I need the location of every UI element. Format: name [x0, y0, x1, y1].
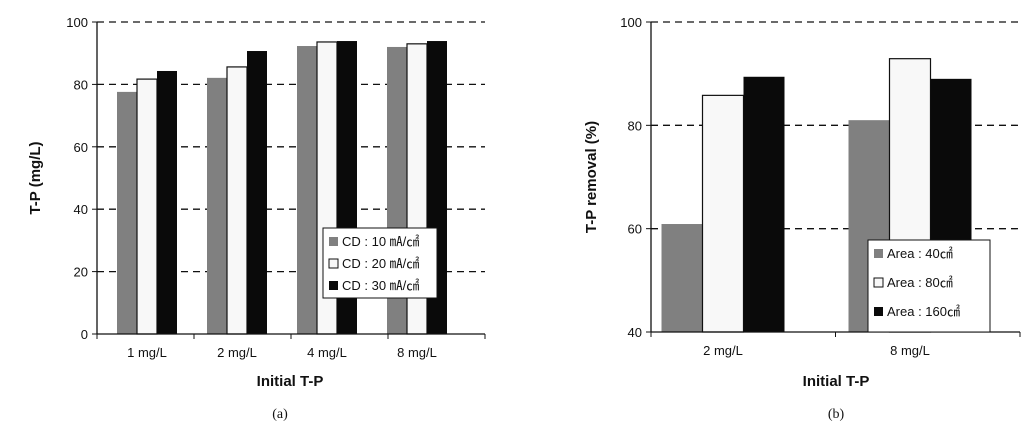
chart-a-legend-label: CD : 30 ㎃/㎠: [342, 278, 419, 293]
chart-a-bar-1-mg-l-series-1: [117, 91, 137, 334]
chart-a-x-axis-label: Initial T-P: [257, 373, 324, 390]
chart-a-bar-4-mg-l-series-1: [297, 46, 317, 335]
chart-a-y-tick-label: 20: [74, 265, 88, 280]
chart-a-y-tick-label: 40: [74, 202, 88, 217]
chart-b-bar-2-mg-l-series-3: [743, 76, 785, 333]
chart-a-bar-2-mg-l-series-2: [226, 66, 248, 335]
chart-a-legend-swatch: [329, 281, 338, 290]
chart-b-legend-swatch: [873, 277, 884, 288]
chart-b-legend-label: Area : 40㎠: [887, 246, 953, 261]
chart-a-legend-label: CD : 20 ㎃/㎠: [342, 256, 419, 271]
chart-b-legend-swatch: [874, 249, 883, 258]
chart-b-x-axis-label: Initial T-P: [803, 373, 870, 390]
chart-b-x-tick-label: 2 mg/L: [703, 343, 743, 358]
chart-b-y-tick-label: 40: [628, 325, 642, 340]
chart-b-legend-swatch: [874, 307, 883, 316]
chart-b-y-tick-label: 80: [628, 118, 642, 133]
chart-a-x-tick-label: 1 mg/L: [127, 345, 167, 360]
chart-a-bar-2-mg-l-series-1: [207, 77, 227, 335]
chart-a-legend-swatch: [328, 258, 339, 269]
chart-b-bar-2-mg-l-series-1: [661, 224, 703, 332]
chart-a-legend-swatch: [329, 237, 338, 246]
chart-a-legend-box: [322, 227, 438, 299]
chart-b-y-tick-label: 100: [620, 15, 642, 30]
chart-b-legend-box: [867, 239, 991, 333]
chart-b-y-tick-label: 60: [628, 222, 642, 237]
chart-a-x-tick-label: 2 mg/L: [217, 345, 257, 360]
chart-a-y-tick-label: 60: [74, 140, 88, 155]
chart-a-y-tick-label: 100: [66, 15, 88, 30]
chart-a-bar-1-mg-l-series-3: [157, 70, 177, 334]
chart-a-caption: (a): [272, 407, 288, 422]
chart-a-bar-2-mg-l-series-3: [247, 51, 267, 335]
chart-b-y-axis-label: T-P removal (%): [583, 121, 600, 233]
chart-b-caption: (b): [828, 407, 845, 422]
chart-a-y-tick-label: 0: [81, 327, 88, 342]
chart-b-bar-2-mg-l-series-2: [701, 94, 745, 333]
chart-a-x-tick-label: 4 mg/L: [307, 345, 347, 360]
chart-b-x-tick-label: 8 mg/L: [890, 343, 930, 358]
chart-b-legend-label: Area : 80㎠: [887, 275, 953, 290]
chart-a-y-tick-label: 80: [74, 77, 88, 92]
chart-b-legend-label: Area : 160㎠: [887, 304, 960, 319]
chart-a-y-axis-label: T-P (mg/L): [27, 141, 44, 214]
chart-a-x-tick-label: 8 mg/L: [397, 345, 437, 360]
chart-a-legend-label: CD : 10 ㎃/㎠: [342, 234, 419, 249]
chart-a-bar-1-mg-l-series-2: [136, 78, 158, 335]
